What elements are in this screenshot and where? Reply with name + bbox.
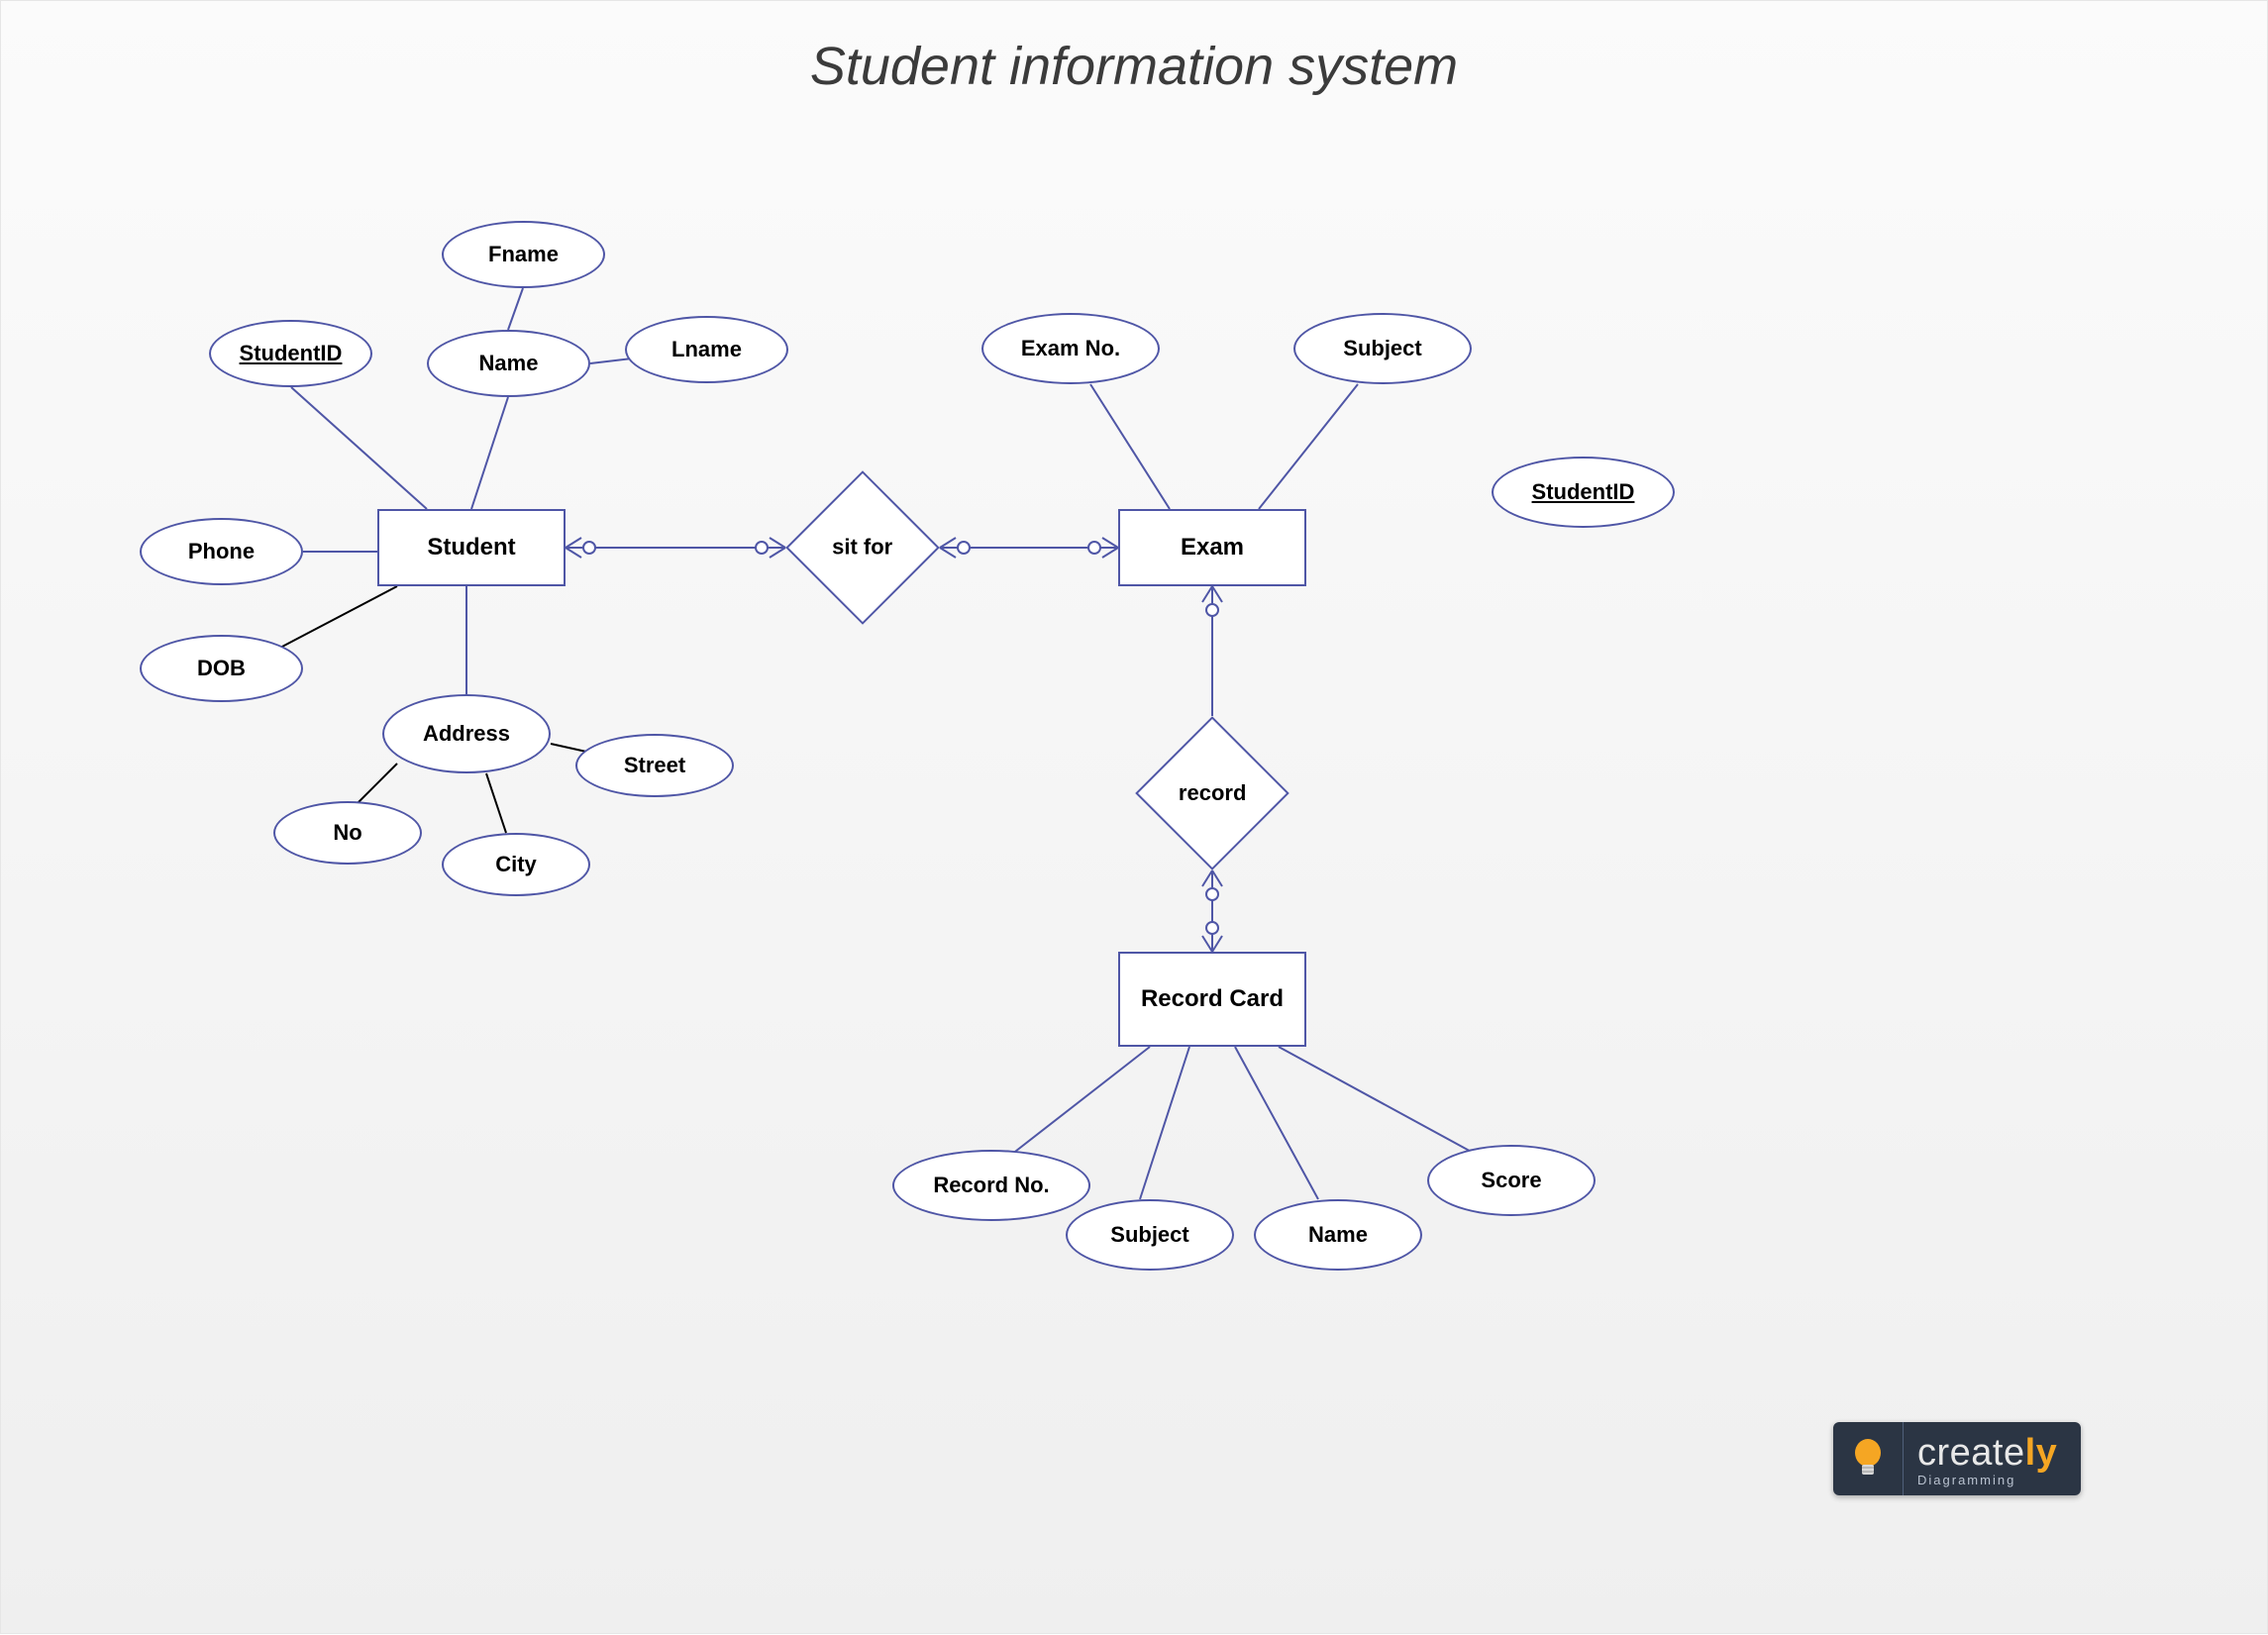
attr-label: Subject: [1343, 336, 1421, 361]
entity-exam: Exam: [1118, 509, 1306, 586]
attr-subject-exam: Subject: [1293, 313, 1472, 384]
attr-examno: Exam No.: [981, 313, 1160, 384]
attr-name-record: Name: [1254, 1199, 1422, 1271]
entity-label: Student: [427, 534, 515, 562]
attr-phone: Phone: [140, 518, 303, 585]
entity-student: Student: [377, 509, 566, 586]
relationship-record: record: [1135, 716, 1289, 870]
diagram-canvas: Student information system Student Exam …: [0, 0, 2268, 1634]
attr-label: Address: [423, 721, 510, 747]
attr-label: Fname: [488, 242, 559, 267]
attr-subject-record: Subject: [1066, 1199, 1234, 1271]
relationship-label: sit for: [832, 535, 892, 561]
attr-label: Lname: [671, 337, 742, 362]
attr-no: No: [273, 801, 422, 865]
entity-label: Record Card: [1141, 985, 1284, 1013]
attr-label: DOB: [197, 656, 246, 681]
entity-label: Exam: [1181, 534, 1244, 562]
attr-studentid: StudentID: [209, 320, 372, 387]
attr-label: Exam No.: [1021, 336, 1120, 361]
attr-lname: Lname: [625, 316, 788, 383]
attr-label: Name: [1308, 1222, 1368, 1248]
relationship-sitfor: sit for: [785, 470, 940, 625]
attr-label: City: [495, 852, 537, 877]
logo-subtitle: Diagramming: [1917, 1473, 2057, 1487]
relationship-label: record: [1179, 780, 1246, 806]
attr-address: Address: [382, 694, 551, 773]
diagram-title: Student information system: [1, 36, 2267, 97]
attr-label: StudentID: [240, 341, 343, 366]
attr-label: Score: [1481, 1168, 1541, 1193]
attr-city: City: [442, 833, 590, 896]
attr-dob: DOB: [140, 635, 303, 702]
attr-label: No: [333, 820, 361, 846]
attr-score: Score: [1427, 1145, 1596, 1216]
attr-label: Subject: [1110, 1222, 1188, 1248]
attr-street: Street: [575, 734, 734, 797]
attr-label: Phone: [188, 539, 255, 564]
bulb-icon: [1833, 1422, 1903, 1495]
creately-logo: creately Diagramming: [1833, 1422, 2081, 1495]
attr-recordno: Record No.: [892, 1150, 1090, 1221]
attr-label: Street: [624, 753, 685, 778]
attr-name: Name: [427, 330, 590, 397]
attr-label: Record No.: [933, 1173, 1049, 1198]
attr-fname: Fname: [442, 221, 605, 288]
logo-brand-2: ly: [2025, 1432, 2058, 1474]
attr-label: Name: [479, 351, 539, 376]
attr-label: StudentID: [1532, 479, 1635, 505]
logo-brand-1: create: [1917, 1432, 2025, 1474]
entity-recordcard: Record Card: [1118, 952, 1306, 1047]
logo-text: creately Diagramming: [1903, 1422, 2081, 1495]
attr-studentid-exam: StudentID: [1492, 457, 1675, 528]
